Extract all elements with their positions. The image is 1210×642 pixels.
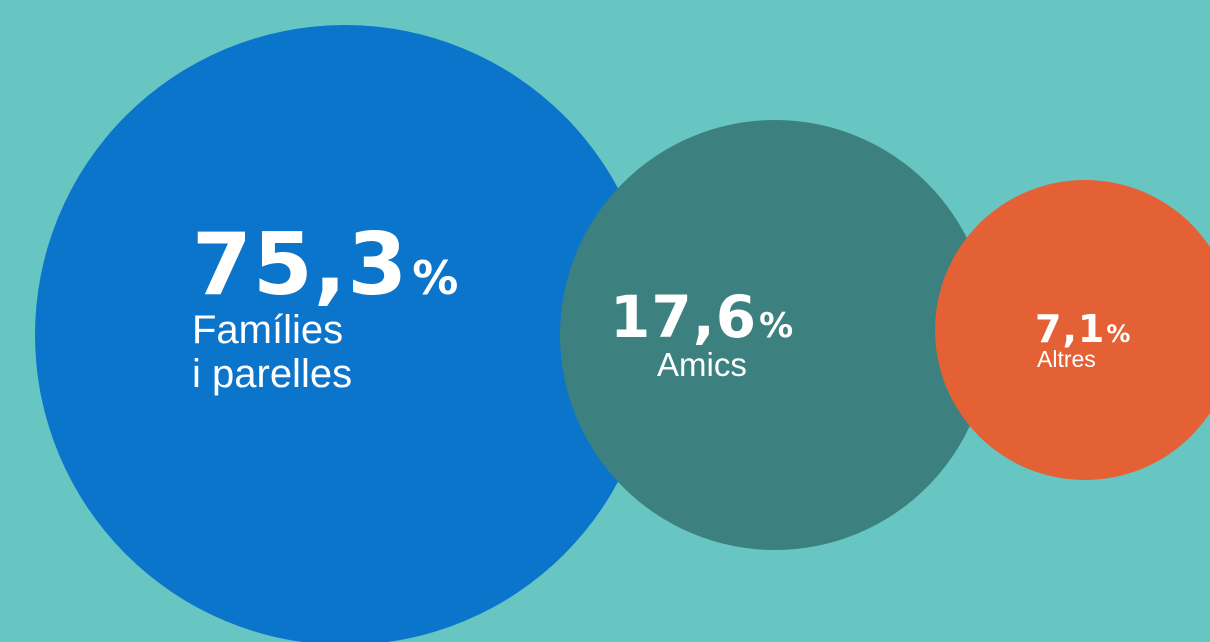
- bubble-families-text: 75,3% Famílies i parelles: [192, 222, 459, 396]
- bubble-families-label: Famílies i parelles: [192, 308, 353, 396]
- bubble-others-unit: %: [1106, 320, 1132, 348]
- bubble-friends: [560, 120, 990, 550]
- bubble-others: [935, 180, 1210, 480]
- bubble-friends-text: 17,6% Amics: [610, 288, 794, 381]
- bubble-friends-number: 17,6: [610, 283, 758, 351]
- bubble-families: [35, 25, 655, 642]
- bubble-others-value: 7,1%: [1035, 310, 1131, 348]
- bubble-others-number: 7,1: [1035, 307, 1106, 351]
- bubble-friends-unit: %: [759, 306, 795, 346]
- bubble-families-value: 75,3%: [192, 222, 459, 308]
- bubble-friends-label: Amics: [657, 346, 747, 383]
- bubble-families-unit: %: [412, 251, 460, 305]
- bubble-friends-value: 17,6%: [610, 288, 794, 346]
- bubble-others-text: 7,1% Altres: [1035, 310, 1131, 371]
- bubble-families-number: 75,3: [192, 215, 409, 315]
- bubble-others-label: Altres: [1037, 346, 1096, 372]
